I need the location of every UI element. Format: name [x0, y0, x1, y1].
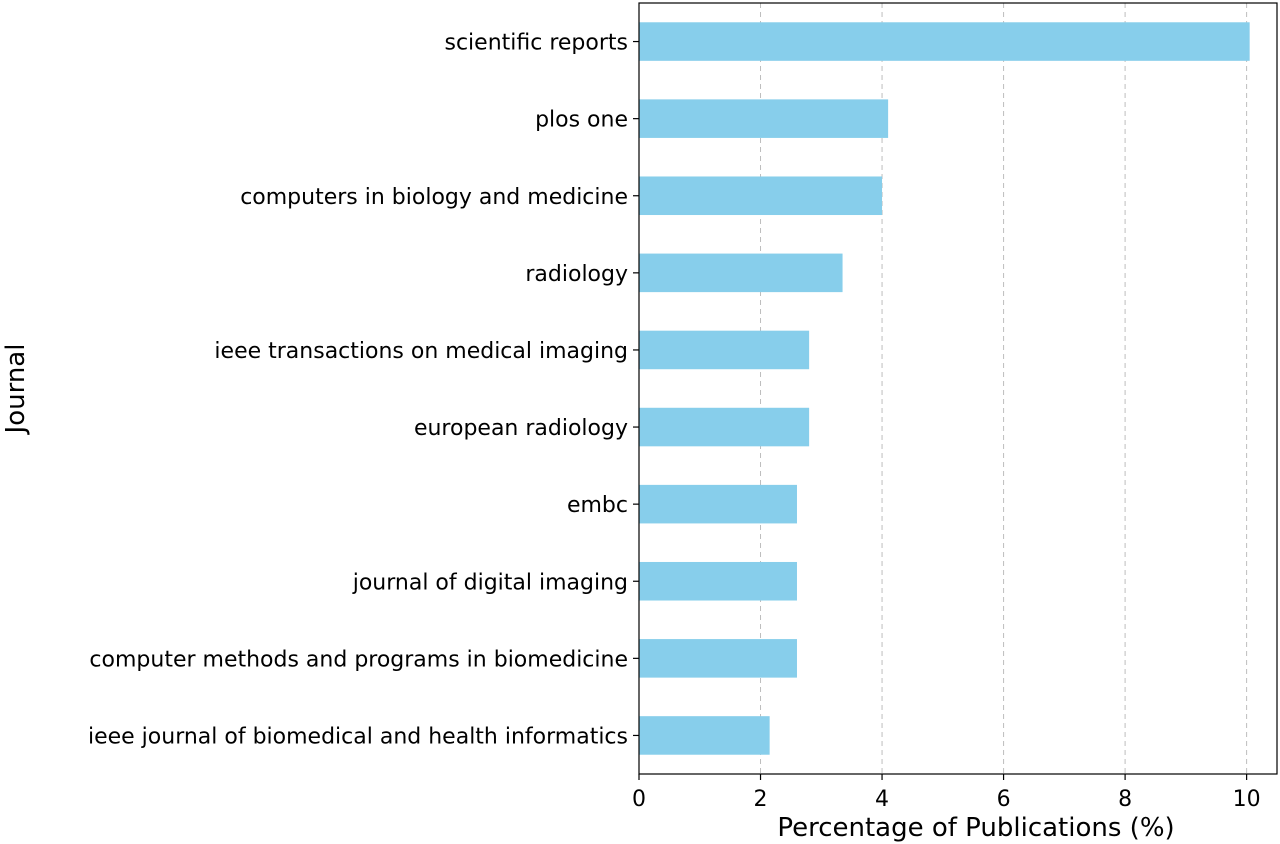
x-tick-label: 0	[632, 787, 646, 812]
category-label: journal of digital imaging	[352, 570, 628, 595]
category-label: ieee journal of biomedical and health in…	[88, 724, 628, 749]
category-label: radiology	[525, 262, 628, 287]
category-label: european radiology	[414, 416, 628, 441]
x-tick-label: 4	[875, 787, 889, 812]
x-tick-label: 6	[997, 787, 1011, 812]
bar	[639, 561, 797, 601]
bar	[639, 253, 843, 293]
bar	[639, 330, 810, 370]
bars	[639, 22, 1250, 755]
bar	[639, 484, 797, 524]
bar	[639, 639, 797, 678]
category-labels: scientific reports plos one computers in b…	[88, 31, 639, 749]
bar	[639, 716, 770, 755]
x-tick-label: 8	[1118, 787, 1132, 812]
bar	[639, 99, 889, 138]
bar	[639, 176, 883, 216]
category-label: scientific reports	[445, 31, 629, 56]
category-label: embc	[567, 493, 628, 518]
y-axis-label: Journal	[1, 344, 31, 436]
category-label: computers in biology and medicine	[240, 185, 628, 210]
category-label: computer methods and programs in biomedi…	[89, 647, 628, 672]
x-ticks: 0 2 4 6 8 10	[632, 774, 1261, 812]
x-tick-label: 10	[1233, 787, 1261, 812]
plot-frame	[638, 2, 1278, 775]
category-label: plos one	[535, 108, 628, 133]
bar	[639, 22, 1250, 61]
x-axis-label: Percentage of Publications (%)	[777, 813, 1174, 843]
category-label: ieee transactions on medical imaging	[214, 339, 628, 364]
bar	[639, 407, 810, 447]
x-tick-label: 2	[754, 787, 768, 812]
